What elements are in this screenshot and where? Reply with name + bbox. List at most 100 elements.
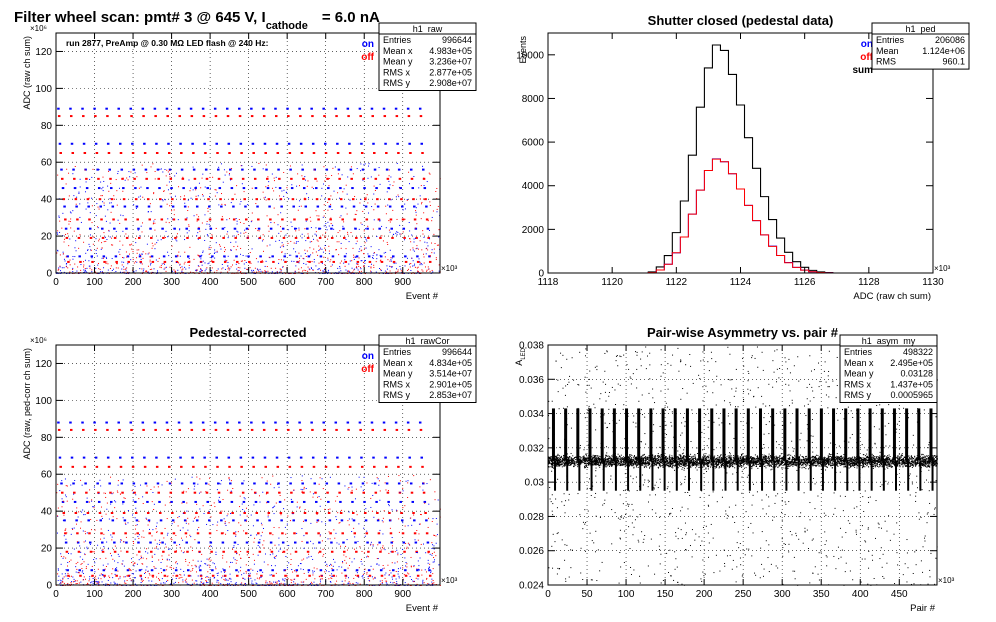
data-point-noise [387,204,389,206]
data-point-noise [356,263,358,265]
data-point-noise [69,264,71,266]
data-point-noise [278,544,280,546]
data-point-noise [378,484,380,486]
data-point-on [399,500,402,503]
tick-label-y: 80 [41,433,53,444]
data-point-noise [338,254,340,256]
data-point-on [404,255,407,258]
data-point-off [204,465,207,468]
data-point-noise [397,573,399,575]
data-point-noise [191,579,193,581]
data-point-noise [360,561,362,563]
data-point-noise [163,268,165,270]
data-point-noise [390,266,392,268]
data-point-noise [291,226,293,228]
data-point-noise [396,218,398,220]
data-point-noise [255,582,257,584]
data-point-noise [332,225,334,227]
data-point-noise [138,196,140,198]
data-point-noise [331,577,333,579]
data-point-band [648,455,650,457]
data-point-noise [161,484,163,486]
data-point-noise [322,234,324,236]
data-point-noise [216,251,218,253]
data-point-noise [226,561,228,563]
data-point-noise [386,265,388,267]
data-point-noise [417,270,419,272]
data-point-noise [138,559,140,561]
data-point-noise [382,565,384,567]
panels: 0 100 200 300 400 500 600 700 800 900020406080100… [22,13,970,614]
data-point-band [636,464,638,466]
data-point-noise [408,171,410,173]
data-point-noise [434,535,436,537]
data-point-noise [301,528,303,530]
data-point-noise [178,251,180,253]
data-point-noise [251,269,253,271]
data-point-noise [363,527,365,529]
data-point-noise [139,195,141,197]
data-point-band [742,462,744,464]
data-point-noise [99,271,101,273]
data-point-on [238,421,241,424]
stats-row-label: Mean [876,46,899,56]
data-point-noise [209,176,211,178]
data-point-off [127,574,130,577]
data-point-off [272,260,275,263]
data-point-noise [119,271,121,273]
data-point-noise [355,570,357,572]
data-point-noise [91,205,93,207]
data-point-off [364,512,367,514]
data-point-on [111,205,115,208]
data-point-noise [370,506,372,508]
data-point-noise [295,230,297,232]
data-point-noise [155,583,157,585]
data-point-off [124,532,127,535]
data-point-noise [391,537,393,539]
data-point-on [304,519,308,522]
data-point-off [330,550,334,553]
data-point-off [376,512,379,514]
data-point-noise [400,567,402,569]
data-point-noise [254,537,256,539]
data-point-noise [122,177,124,179]
data-point-on [87,519,90,522]
data-point-noise [198,216,200,218]
data-point-noise [346,193,348,195]
data-point-noise [168,554,170,556]
data-point-noise [186,217,188,219]
data-point-noise [116,263,118,265]
axis-label-y-text: ADC (raw ch sum) [22,36,32,110]
data-point-noise [422,198,424,200]
data-point-noise [119,583,121,585]
data-point-noise [147,577,149,579]
data-point-noise [226,171,228,173]
data-point-off [269,218,272,221]
data-point-off [288,152,292,154]
data-point-noise [162,200,164,202]
data-point-noise [165,221,167,223]
data-point-noise [167,171,169,173]
data-point-on [141,107,145,110]
data-point-on [384,456,387,459]
data-point-noise [188,562,190,564]
data-point-noise [62,581,64,583]
data-point-noise [251,580,253,582]
data-point-noise [297,241,299,243]
data-point-noise [197,560,199,562]
data-point-noise [373,266,375,268]
data-point-noise [98,268,100,270]
data-point-noise [243,191,245,193]
data-point-noise [283,508,285,510]
data-point-noise [274,505,276,507]
data-point-noise [363,552,365,554]
data-point-noise [309,216,311,218]
data-point-off [234,550,237,553]
data-point-off [196,532,200,535]
data-point-noise [112,268,114,270]
data-point-noise [364,260,366,262]
data-point-band [623,456,625,458]
data-point-noise [198,526,200,528]
data-point-noise [138,534,140,536]
data-point-on [135,205,139,208]
